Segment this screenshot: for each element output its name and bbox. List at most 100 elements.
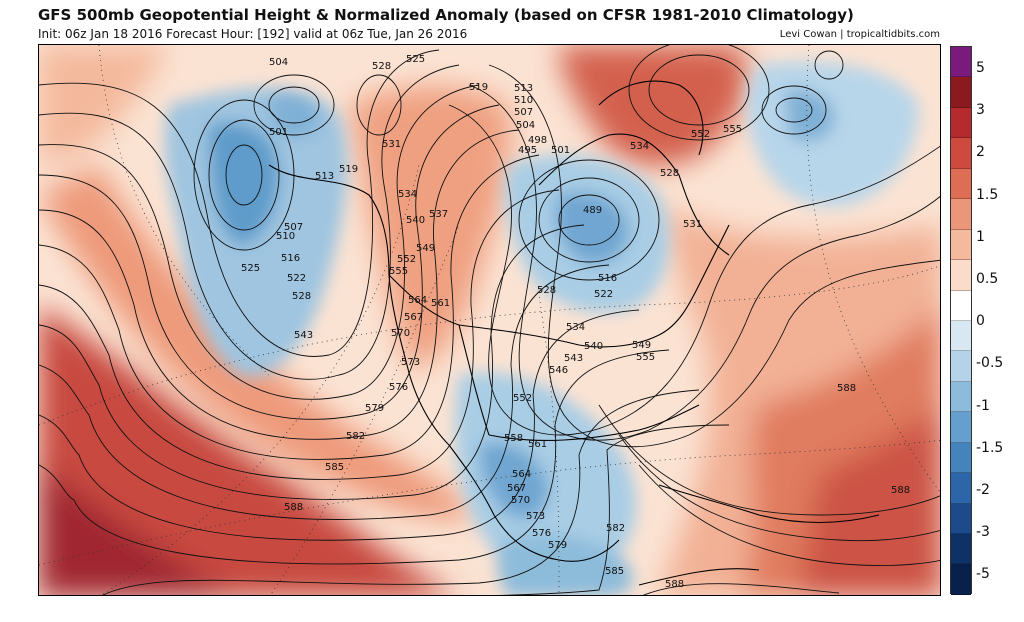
- contour-label: 588: [665, 579, 684, 590]
- contour-label: 519: [469, 82, 488, 93]
- colorbar-segment: [951, 412, 971, 443]
- colorbar-segment: [951, 77, 971, 108]
- colorbar-label: 5: [976, 60, 985, 76]
- colorbar-segment: [951, 229, 971, 261]
- colorbar-label: 0: [976, 313, 985, 330]
- contour-label: 588: [891, 485, 910, 496]
- contour-label: 534: [630, 141, 649, 152]
- graticule-lines: [39, 45, 940, 595]
- height-contours: [39, 45, 940, 595]
- contour-label: 513: [315, 171, 334, 182]
- colorbar-label: -2: [976, 482, 990, 498]
- anomaly-colorbar: [950, 46, 972, 595]
- contour-label: 534: [398, 189, 417, 200]
- colorbar-segment: [951, 381, 971, 413]
- contour-label: 504: [269, 57, 288, 68]
- colorbar-label: -1.5: [976, 439, 1004, 456]
- contour-label: 561: [528, 439, 547, 450]
- contour-label: 528: [660, 168, 679, 179]
- colorbar-segment: [951, 260, 971, 291]
- contour-label: 552: [397, 254, 416, 265]
- contour-label: 567: [404, 312, 423, 323]
- contour-label: 525: [406, 54, 425, 65]
- colorbar-segment: [951, 503, 971, 534]
- contour-label: 516: [281, 253, 300, 264]
- contour-label: 555: [389, 266, 408, 277]
- contour-label: 546: [549, 365, 568, 376]
- contour-label: 507: [284, 222, 303, 233]
- contour-label: 570: [391, 328, 410, 339]
- colorbar-labels: 5 3 2 1.5 1 0.5 0 -0.5 -1 -1.5 -2 -3 -5: [976, 46, 1020, 594]
- contour-label: 519: [339, 164, 358, 175]
- contour-label: 570: [511, 495, 530, 506]
- colorbar-label: -0.5: [976, 355, 1004, 372]
- colorbar-segment: [951, 107, 971, 139]
- colorbar-label: 3: [976, 102, 985, 119]
- contour-label: 585: [605, 566, 624, 577]
- anomaly-map: 504 501 507 510 516 525 522 528 543 513 …: [38, 44, 941, 596]
- colorbar-segment: [951, 199, 971, 230]
- map-subtitle: Init: 06z Jan 18 2016 Forecast Hour: [19…: [38, 27, 468, 41]
- contour-label: 510: [276, 231, 295, 242]
- contour-label: 543: [294, 330, 313, 341]
- colorbar-segment: [951, 320, 971, 352]
- colorbar-label: -1: [976, 397, 990, 414]
- contour-label: 555: [636, 352, 655, 363]
- contour-label: 510: [514, 95, 533, 106]
- colorbar-segment: [951, 351, 971, 382]
- map-credit: Levi Cowan | tropicaltidbits.com: [779, 29, 940, 40]
- contour-label: 582: [346, 431, 365, 442]
- contour-label: 528: [292, 291, 311, 302]
- coastlines: [268, 80, 880, 586]
- contour-label: 564: [512, 469, 531, 480]
- contour-label: 528: [537, 285, 556, 296]
- contour-label: 564: [408, 295, 427, 306]
- colorbar-segment: [951, 168, 971, 200]
- contour-label: 558: [504, 433, 523, 444]
- contour-label: 516: [598, 273, 617, 284]
- colorbar-label: 1: [976, 228, 985, 245]
- contour-label: 537: [429, 209, 448, 220]
- contour-label: 501: [269, 127, 288, 138]
- contour-label: 552: [513, 393, 532, 404]
- colorbar-label: -5: [976, 566, 990, 583]
- colorbar-label: -3: [976, 524, 990, 541]
- contour-label: 534: [566, 322, 585, 333]
- contour-label: 555: [723, 124, 742, 135]
- map-title: GFS 500mb Geopotential Height & Normaliz…: [38, 6, 854, 24]
- contour-label: 588: [837, 383, 856, 394]
- contour-label: 540: [584, 341, 603, 352]
- colorbar-segment: [951, 442, 971, 474]
- contour-label: 579: [548, 540, 567, 551]
- colorbar-segment: [951, 138, 971, 169]
- contour-label: 561: [431, 298, 450, 309]
- contour-label: 504: [516, 120, 535, 131]
- contour-label: 573: [526, 511, 545, 522]
- contour-label: 567: [507, 483, 526, 494]
- colorbar-label: 2: [976, 144, 985, 161]
- contour-label: 588: [284, 502, 303, 513]
- contour-label: 579: [365, 403, 384, 414]
- colorbar-segment: [951, 564, 971, 595]
- contour-label: 576: [389, 382, 408, 393]
- contour-label: 501: [551, 145, 570, 156]
- contour-label: 528: [372, 61, 391, 72]
- colorbar-segment: [951, 534, 971, 565]
- contour-label: 576: [532, 528, 551, 539]
- contour-label: 543: [564, 353, 583, 364]
- colorbar-segment: [951, 290, 971, 321]
- contour-label: 573: [401, 357, 420, 368]
- contour-label: 522: [594, 289, 613, 300]
- contour-label: 498: [528, 135, 547, 146]
- map-canvas: 504 501 507 510 516 525 522 528 543 513 …: [39, 45, 940, 595]
- contour-labels: 504 501 507 510 516 525 522 528 543 513 …: [241, 54, 910, 590]
- contour-label: 525: [241, 263, 260, 274]
- colorbar-segment: [951, 473, 971, 504]
- contour-label: 522: [287, 273, 306, 284]
- colorbar-segment: [951, 47, 971, 78]
- contour-label: 585: [325, 462, 344, 473]
- contour-label: 540: [406, 215, 425, 226]
- contour-label: 549: [416, 243, 435, 254]
- contour-label: 513: [514, 83, 533, 94]
- colorbar-label: 1.5: [976, 186, 999, 203]
